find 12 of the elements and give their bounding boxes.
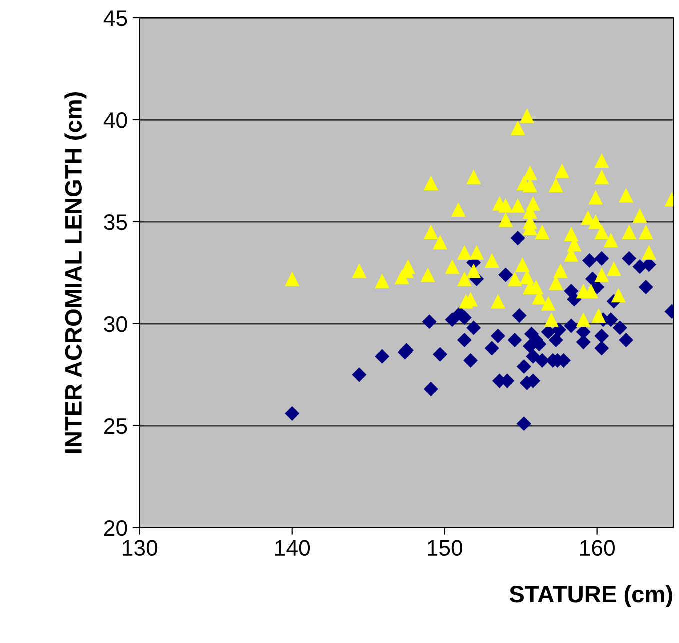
x-tick-label: 130 <box>123 540 158 556</box>
y-tick-label: 40 <box>104 112 128 128</box>
y-tick-label: 45 <box>104 10 128 26</box>
y-tick-label: 35 <box>104 214 128 230</box>
x-axis-title: STATURE (cm) <box>510 585 672 608</box>
y-axis-title: INTER ACROMIAL LENGTH (cm) <box>64 92 87 454</box>
x-tick-label: 160 <box>580 540 615 556</box>
x-tick-label: 150 <box>428 540 463 556</box>
y-tick-label: 20 <box>104 520 128 536</box>
y-tick-label: 30 <box>104 316 128 332</box>
x-tick-label: 140 <box>276 540 310 556</box>
y-tick-label: 25 <box>104 418 128 434</box>
